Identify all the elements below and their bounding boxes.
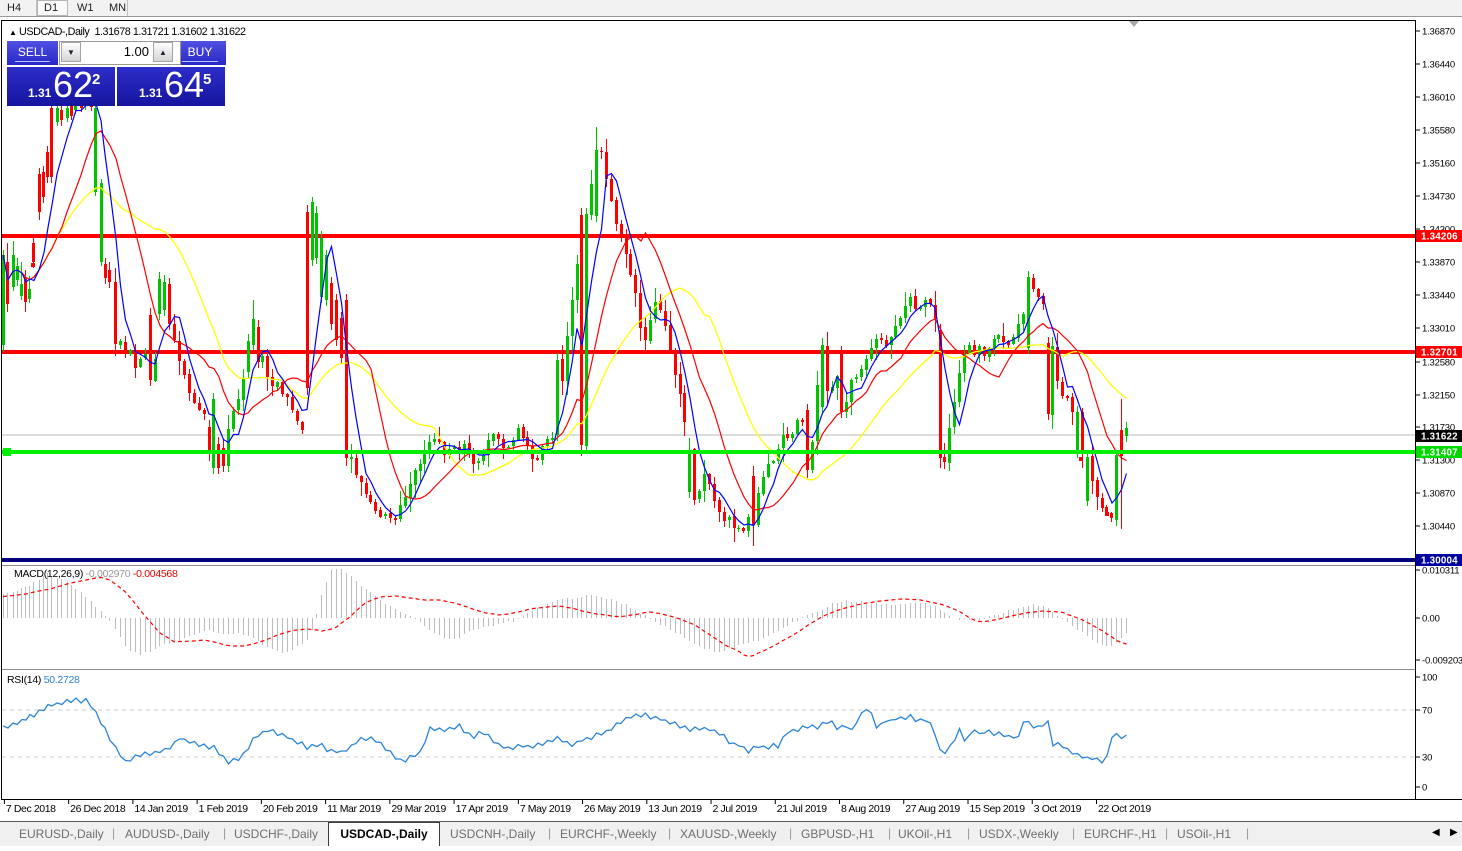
svg-text:1.31300: 1.31300: [1422, 456, 1455, 467]
svg-text:1.35580: 1.35580: [1422, 126, 1455, 137]
svg-text:8 Aug 2019: 8 Aug 2019: [841, 803, 891, 815]
svg-text:1.35160: 1.35160: [1422, 159, 1455, 170]
svg-text:1.32150: 1.32150: [1422, 391, 1455, 402]
svg-text:3 Oct 2019: 3 Oct 2019: [1034, 803, 1082, 815]
svg-text:1.36010: 1.36010: [1422, 93, 1455, 104]
svg-text:30: 30: [1422, 753, 1432, 764]
svg-text:0: 0: [1422, 783, 1427, 794]
svg-text:26 May 2019: 26 May 2019: [584, 803, 641, 815]
svg-text:27 Aug 2019: 27 Aug 2019: [905, 803, 960, 815]
svg-text:0.010311: 0.010311: [1422, 566, 1459, 577]
svg-text:1.31407: 1.31407: [1421, 448, 1458, 459]
svg-text:1 Feb 2019: 1 Feb 2019: [199, 803, 249, 815]
svg-text:RSI(14) 50.2728: RSI(14) 50.2728: [7, 674, 80, 686]
svg-text:15 Sep 2019: 15 Sep 2019: [970, 803, 1026, 815]
svg-text:1.33440: 1.33440: [1422, 291, 1455, 302]
svg-text:7 May 2019: 7 May 2019: [520, 803, 571, 815]
svg-text:MACD(12,26,9) -0.002970 -0.004: MACD(12,26,9) -0.002970 -0.004568: [14, 568, 178, 580]
svg-text:70: 70: [1422, 706, 1432, 717]
svg-text:17 Apr 2019: 17 Apr 2019: [456, 803, 509, 815]
svg-text:1.30004: 1.30004: [1421, 556, 1458, 567]
svg-text:1.30440: 1.30440: [1422, 522, 1455, 533]
svg-text:22 Oct 2019: 22 Oct 2019: [1098, 803, 1151, 815]
svg-text:1.33010: 1.33010: [1422, 324, 1455, 335]
svg-text:7 Dec 2018: 7 Dec 2018: [6, 803, 56, 815]
svg-text:1.33870: 1.33870: [1422, 258, 1455, 269]
svg-text:1.36870: 1.36870: [1422, 27, 1455, 38]
svg-text:1.34730: 1.34730: [1422, 192, 1455, 203]
svg-text:1.36440: 1.36440: [1422, 60, 1455, 71]
svg-text:13 Jun 2019: 13 Jun 2019: [648, 803, 702, 815]
svg-text:26 Dec 2018: 26 Dec 2018: [70, 803, 126, 815]
svg-text:1.31622: 1.31622: [1421, 432, 1458, 443]
svg-text:0.00: 0.00: [1422, 614, 1440, 625]
svg-text:1.30870: 1.30870: [1422, 489, 1455, 500]
svg-text:21 Jul 2019: 21 Jul 2019: [777, 803, 827, 815]
svg-text:-0.009203: -0.009203: [1422, 656, 1462, 667]
svg-text:2 Jul 2019: 2 Jul 2019: [713, 803, 758, 815]
svg-text:20 Feb 2019: 20 Feb 2019: [263, 803, 318, 815]
svg-text:29 Mar 2019: 29 Mar 2019: [391, 803, 446, 815]
svg-text:1.34206: 1.34206: [1421, 232, 1458, 243]
svg-text:11 Mar 2019: 11 Mar 2019: [327, 803, 381, 815]
svg-text:100: 100: [1422, 673, 1437, 684]
svg-text:1.32701: 1.32701: [1421, 348, 1458, 359]
svg-text:14 Jan 2019: 14 Jan 2019: [134, 803, 188, 815]
svg-text:1.32580: 1.32580: [1422, 358, 1455, 369]
svg-text:1.31730: 1.31730: [1422, 423, 1455, 434]
